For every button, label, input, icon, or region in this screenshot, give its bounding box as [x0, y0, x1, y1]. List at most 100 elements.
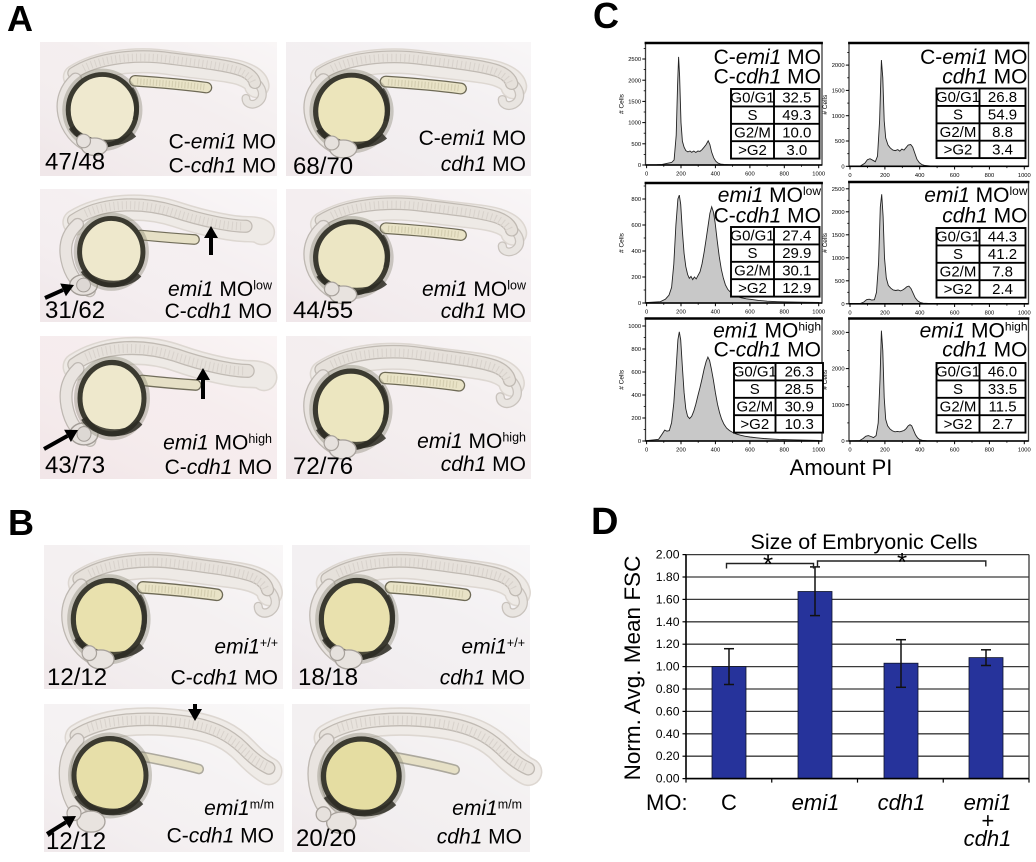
svg-text:800: 800: [631, 347, 641, 353]
svg-text:G2/M: G2/M: [734, 262, 771, 279]
svg-text:1.80: 1.80: [656, 570, 680, 584]
svg-text:1000: 1000: [832, 403, 845, 409]
svg-text:C-cdh1 MO: C-cdh1 MO: [169, 155, 276, 178]
svg-text:2500: 2500: [832, 187, 845, 193]
svg-text:1000: 1000: [1018, 448, 1031, 454]
svg-text:# Cells: # Cells: [619, 232, 626, 253]
svg-text:200: 200: [631, 416, 641, 422]
svg-text:400: 400: [631, 249, 641, 255]
svg-text:31/62: 31/62: [45, 297, 105, 324]
svg-text:A: A: [7, 0, 33, 39]
svg-text:0.60: 0.60: [656, 704, 680, 718]
svg-text:S: S: [750, 381, 760, 398]
svg-text:emi1m/m: emi1m/m: [204, 797, 274, 820]
svg-text:0: 0: [645, 310, 648, 316]
svg-text:11.5: 11.5: [988, 398, 1016, 415]
svg-text:0: 0: [848, 173, 851, 179]
svg-text:20/20: 20/20: [296, 825, 356, 852]
svg-text:C-cdh1 MO: C-cdh1 MO: [165, 456, 272, 479]
svg-text:emi1 MOlow: emi1 MOlow: [422, 278, 527, 301]
svg-text:8.8: 8.8: [992, 124, 1013, 141]
svg-text:cdh1 MO: cdh1 MO: [942, 205, 1027, 228]
svg-text:200: 200: [880, 448, 890, 454]
svg-text:68/70: 68/70: [293, 153, 353, 180]
svg-text:Norm. Avg. Mean FSC: Norm. Avg. Mean FSC: [620, 556, 645, 781]
svg-text:1000: 1000: [1018, 310, 1031, 316]
svg-text:43/73: 43/73: [45, 452, 105, 479]
svg-text:*: *: [897, 547, 907, 577]
svg-text:500: 500: [835, 279, 845, 285]
svg-text:S: S: [953, 246, 963, 263]
svg-text:C-cdh1 MO: C-cdh1 MO: [171, 667, 278, 690]
svg-text:cdh1 MO: cdh1 MO: [441, 453, 526, 476]
svg-text:emi1 MOlow: emi1 MOlow: [718, 184, 822, 207]
svg-text:400: 400: [711, 172, 721, 178]
svg-text:C-cdh1 MO: C-cdh1 MO: [167, 825, 274, 848]
svg-text:2.00: 2.00: [656, 548, 680, 562]
svg-text:18/18: 18/18: [298, 664, 358, 691]
svg-text:26.8: 26.8: [988, 89, 1017, 106]
svg-text:0.80: 0.80: [656, 682, 680, 696]
svg-text:>G2: >G2: [740, 416, 769, 433]
svg-text:0.40: 0.40: [656, 727, 680, 741]
svg-text:30.9: 30.9: [785, 398, 814, 415]
svg-text:3.4: 3.4: [992, 141, 1013, 158]
svg-text:cdh1 MO: cdh1 MO: [942, 65, 1027, 88]
svg-text:G2/M: G2/M: [736, 398, 773, 415]
svg-text:>G2: >G2: [944, 281, 973, 298]
svg-text:30.1: 30.1: [782, 262, 811, 279]
svg-text:G0/G1: G0/G1: [733, 364, 777, 381]
svg-text:1.00: 1.00: [656, 660, 680, 674]
svg-text:0.00: 0.00: [656, 772, 680, 786]
svg-text:# Cells: # Cells: [822, 94, 829, 115]
svg-text:C: C: [593, 0, 619, 36]
svg-text:*: *: [763, 549, 773, 579]
svg-text:0: 0: [638, 163, 641, 169]
svg-text:>G2: >G2: [738, 142, 767, 159]
svg-text:G2/M: G2/M: [940, 124, 977, 141]
svg-text:27.4: 27.4: [782, 228, 811, 245]
svg-text:49.3: 49.3: [782, 107, 811, 124]
svg-text:1.20: 1.20: [656, 637, 680, 651]
svg-text:400: 400: [915, 448, 925, 454]
svg-text:G2/M: G2/M: [940, 398, 977, 415]
svg-text:29.9: 29.9: [782, 245, 811, 262]
svg-text:C-cdh1 MO: C-cdh1 MO: [714, 339, 821, 362]
svg-text:400: 400: [711, 448, 721, 454]
svg-text:emi1 MOlow: emi1 MOlow: [924, 184, 1028, 207]
svg-text:800: 800: [985, 448, 995, 454]
svg-text:2000: 2000: [832, 63, 845, 69]
svg-text:2000: 2000: [832, 210, 845, 216]
svg-text:41.2: 41.2: [988, 246, 1017, 263]
svg-text:3000: 3000: [832, 331, 845, 337]
svg-text:G2/M: G2/M: [734, 124, 771, 141]
svg-text:2000: 2000: [628, 78, 641, 84]
svg-text:C-cdh1 MO: C-cdh1 MO: [714, 205, 821, 228]
svg-text:600: 600: [950, 448, 960, 454]
svg-text:46.0: 46.0: [988, 364, 1017, 381]
svg-text:0: 0: [841, 439, 844, 445]
svg-text:MO:: MO:: [646, 790, 688, 815]
svg-text:600: 600: [745, 172, 755, 178]
svg-text:cdh1: cdh1: [878, 790, 926, 815]
svg-text:D: D: [591, 501, 618, 543]
svg-text:cdh1 MO: cdh1 MO: [440, 667, 525, 690]
svg-text:72/76: 72/76: [293, 453, 353, 480]
svg-text:# Cells: # Cells: [619, 93, 626, 114]
svg-text:1500: 1500: [832, 89, 845, 95]
svg-text:800: 800: [779, 448, 789, 454]
svg-text:2500: 2500: [628, 57, 641, 63]
svg-text:0: 0: [645, 448, 648, 454]
svg-text:33.5: 33.5: [988, 381, 1017, 398]
svg-text:>G2: >G2: [738, 280, 767, 297]
svg-text:1500: 1500: [628, 100, 641, 106]
svg-text:C-cdh1 MO: C-cdh1 MO: [714, 65, 821, 88]
svg-text:emi1+/+: emi1+/+: [461, 636, 525, 659]
svg-text:C-emi1 MO: C-emi1 MO: [419, 127, 526, 150]
svg-text:12/12: 12/12: [47, 664, 107, 691]
svg-text:B: B: [8, 502, 34, 543]
svg-text:emi1 MOhigh: emi1 MOhigh: [713, 320, 821, 343]
svg-text:1500: 1500: [832, 233, 845, 239]
svg-text:200: 200: [631, 275, 641, 281]
svg-text:0.20: 0.20: [656, 749, 680, 763]
